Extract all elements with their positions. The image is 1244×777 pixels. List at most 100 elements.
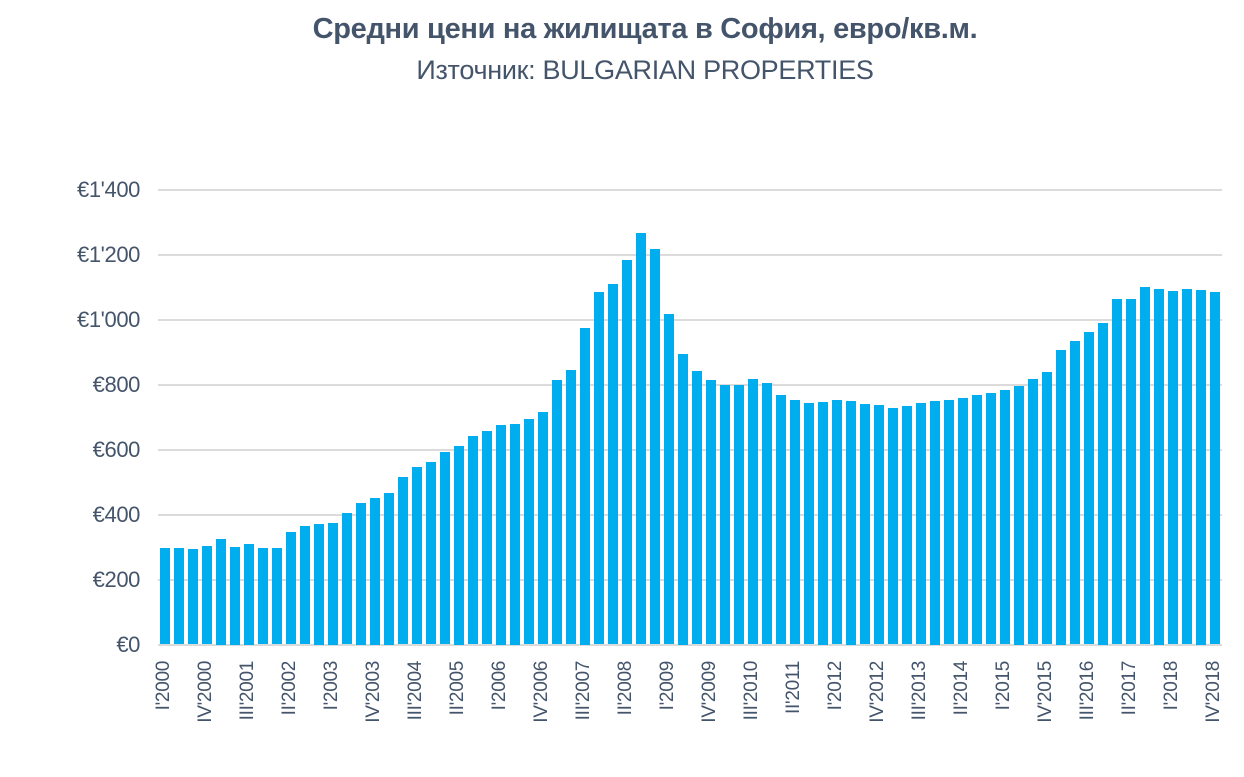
x-axis-tick-label: II'2011: [783, 661, 804, 714]
bar: [468, 435, 478, 645]
x-axis-tick-label: I'2018: [1161, 661, 1182, 711]
bar: [636, 233, 646, 645]
bar: [776, 395, 786, 645]
x-axis-tick-label: II'2017: [1119, 661, 1140, 716]
bar: [888, 407, 898, 645]
bar: [160, 547, 170, 645]
x-axis-tick-label: IV'2000: [195, 661, 216, 723]
gridline: [158, 448, 1222, 451]
bar: [314, 524, 324, 645]
x-axis-tick-label: I'2009: [657, 661, 678, 711]
bar: [230, 547, 240, 645]
x-axis-tick-label: II'2014: [951, 661, 972, 716]
bar: [1168, 290, 1178, 645]
bar: [860, 403, 870, 645]
bar: [1042, 372, 1052, 645]
bar: [1210, 292, 1220, 645]
bar: [188, 548, 198, 645]
gridline: [158, 253, 1222, 256]
bar: [734, 385, 744, 645]
x-axis-tick-label: I'2006: [489, 661, 510, 711]
bar: [426, 461, 436, 645]
bar: [524, 419, 534, 645]
bar: [706, 380, 716, 645]
gridline: [158, 188, 1222, 191]
bar: [902, 406, 912, 645]
bar: [692, 371, 702, 645]
bar: [1000, 390, 1010, 645]
x-axis-tick-label: I'2015: [993, 661, 1014, 711]
bar: [328, 522, 338, 645]
x-axis-tick-label: IV'2006: [531, 661, 552, 723]
bar: [272, 547, 282, 645]
x-axis-tick-label: II'2005: [447, 661, 468, 716]
bar: [496, 425, 506, 645]
y-axis-tick-label: €400: [92, 501, 141, 527]
bar: [916, 403, 926, 645]
bar: [566, 370, 576, 645]
bar: [846, 400, 856, 645]
bar: [1182, 288, 1192, 645]
bar: [342, 512, 352, 645]
chart-subtitle: Източник: BULGARIAN PROPERTIES: [416, 55, 874, 85]
bar: [384, 493, 394, 645]
bar: [762, 383, 772, 645]
bar: [664, 313, 674, 645]
y-axis-tick-label: €1'200: [77, 241, 140, 267]
bar: [174, 547, 184, 645]
x-axis-tick-label: II'2002: [279, 661, 300, 716]
bar: [594, 292, 604, 645]
bar: [1084, 331, 1094, 645]
bar: [804, 403, 814, 645]
bar: [1056, 350, 1066, 645]
bar: [1070, 340, 1080, 645]
x-axis-tick-label: III'2001: [237, 661, 258, 721]
bar: [356, 503, 366, 645]
bar: [1098, 322, 1108, 645]
bar: [440, 451, 450, 645]
bar: [398, 476, 408, 645]
bar: [986, 393, 996, 645]
x-axis-tick-label: I'2003: [321, 661, 342, 711]
gridline: [158, 318, 1222, 321]
bar: [622, 259, 632, 645]
x-axis-tick-label: III'2010: [741, 661, 762, 721]
bar: [1154, 288, 1164, 645]
bar: [454, 446, 464, 645]
bar: [818, 402, 828, 645]
x-axis-tick-label: IV'2015: [1035, 661, 1056, 723]
bar: [874, 404, 884, 645]
y-axis-tick-label: €800: [92, 371, 141, 397]
bar: [300, 526, 310, 645]
bar: [244, 543, 254, 645]
bar: [1028, 379, 1038, 645]
bar: [412, 467, 422, 645]
bar: [790, 400, 800, 645]
x-axis-tick-label: IV'2018: [1203, 661, 1224, 723]
chart-title: Средни цени на жилищата в София, евро/кв…: [312, 13, 978, 45]
x-axis-tick-label: IV'2009: [699, 661, 720, 723]
bar: [650, 248, 660, 645]
y-axis-tick-label: €200: [92, 566, 141, 592]
gridline: [158, 513, 1222, 516]
x-axis-tick-label: III'2013: [909, 661, 930, 721]
bar: [678, 353, 688, 645]
x-axis-tick-label: I'2012: [825, 661, 846, 711]
y-axis-tick-label: €1'000: [77, 306, 140, 332]
bar: [286, 532, 296, 645]
bar: [930, 400, 940, 645]
bar: [216, 538, 226, 645]
bar: [958, 398, 968, 645]
bar: [1196, 290, 1206, 645]
bar: [944, 399, 954, 645]
gridline: [158, 383, 1222, 386]
x-axis-tick-label: III'2004: [405, 661, 426, 721]
x-axis-tick-label: I'2000: [153, 661, 174, 711]
bar: [1014, 386, 1024, 645]
x-axis-tick-label: II'2008: [615, 661, 636, 716]
x-axis-tick-label: IV'2012: [867, 661, 888, 723]
bar: [972, 394, 982, 645]
bar: [748, 379, 758, 645]
bar: [580, 327, 590, 645]
